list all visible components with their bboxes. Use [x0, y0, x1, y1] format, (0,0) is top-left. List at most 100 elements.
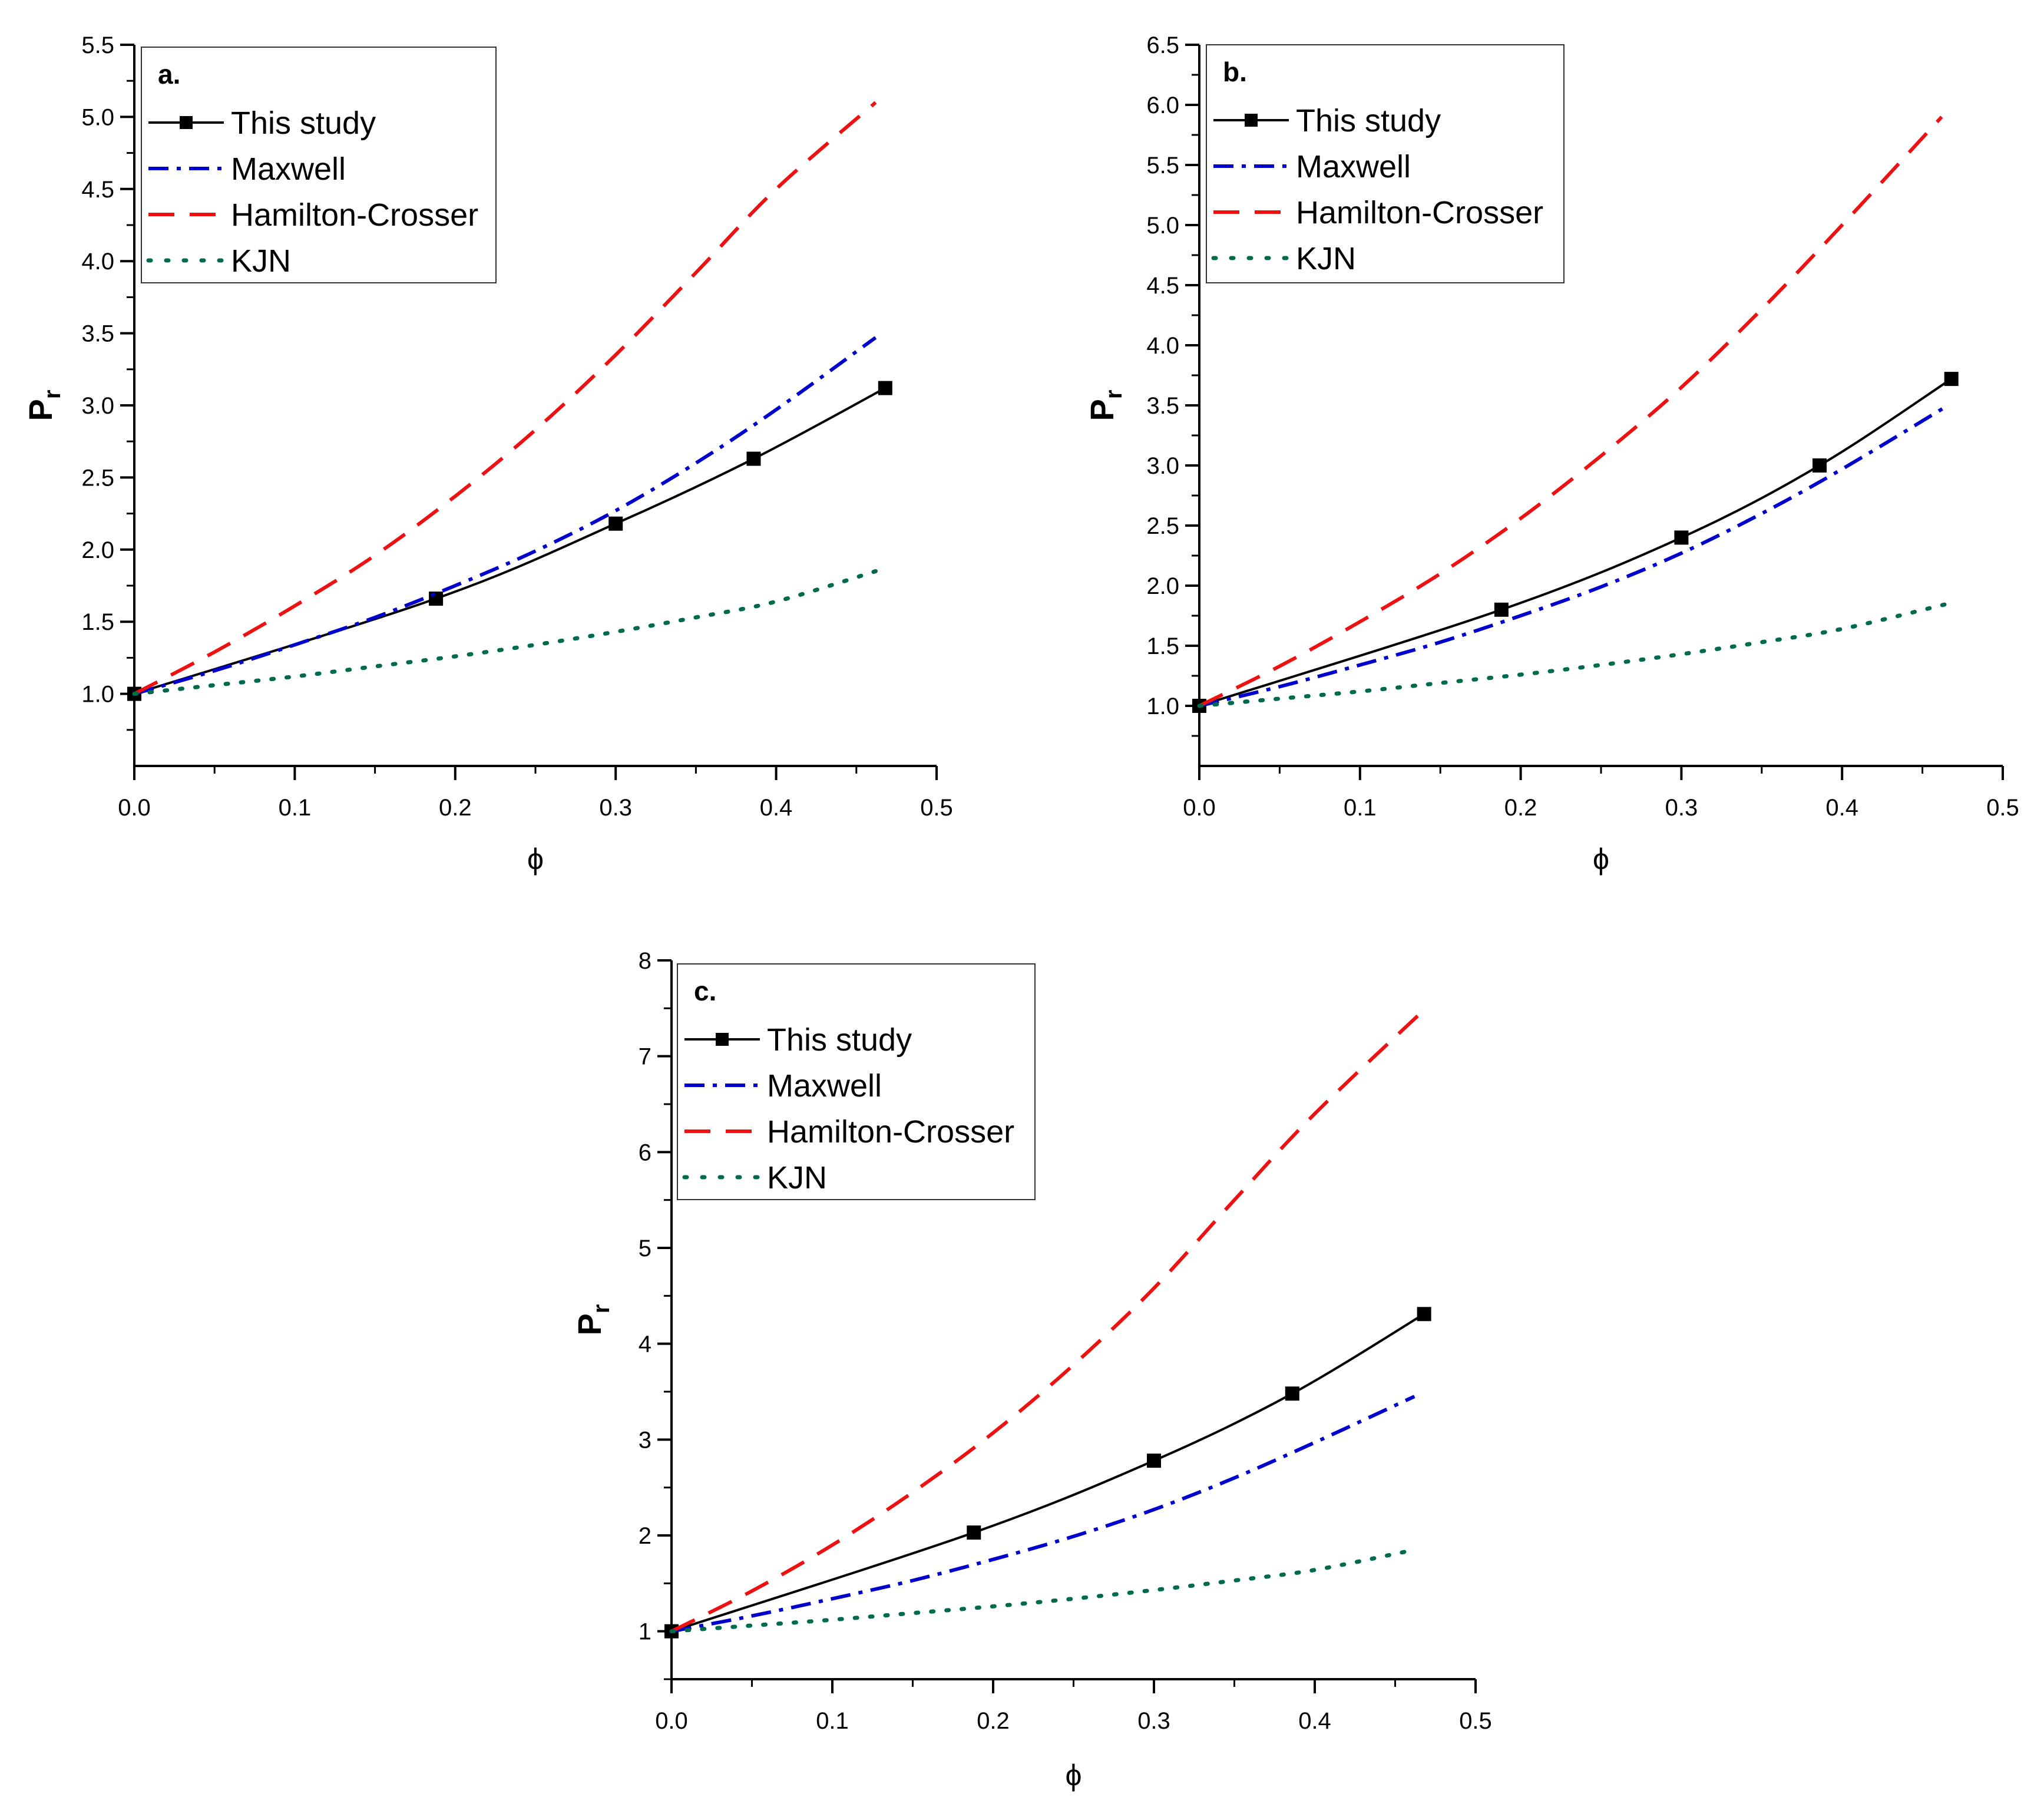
x-tick-label: 0.1 [816, 1708, 849, 1734]
legend-entry-label: Hamilton-Crosser [767, 1114, 1014, 1150]
legend-entry-label: Maxwell [231, 151, 346, 187]
chart-panel-a: 0.0 0.1 0.2 0.3 0.4 0.5 1.0 1.5 2.0 2.5 3.0 3.5 4.0 4… [22, 32, 953, 876]
y-tick-label: 7 [639, 1044, 651, 1070]
y-tick-label: 2 [639, 1523, 651, 1549]
series-line-kjn [669, 1547, 1417, 1634]
y-tick-label: 3.5 [81, 321, 114, 347]
x-tick-label: 0.3 [1665, 795, 1698, 821]
y-axis-title: Pr [571, 1304, 614, 1336]
y-tick-label: 6.0 [1146, 93, 1179, 118]
y-tick-label: 1 [639, 1619, 651, 1645]
y-tick-label: 5.5 [81, 32, 114, 58]
y-tick-label: 8 [639, 948, 651, 974]
legend-entry-label: Maxwell [767, 1068, 882, 1104]
y-tick-label: 3.0 [81, 393, 114, 419]
series-line-kjn [132, 569, 878, 696]
legend-entry-label: This study [767, 1022, 912, 1058]
x-tick-label: 0.0 [655, 1708, 688, 1734]
legend-entry-label: This study [1296, 103, 1441, 138]
y-tick-label: 1.5 [81, 609, 114, 635]
y-tick-label: 5.0 [1146, 213, 1179, 239]
series-line-this-study [1199, 378, 1952, 707]
data-point-marker [1417, 1307, 1431, 1322]
y-tick-label: 4 [639, 1332, 651, 1358]
x-tick-label: 0.2 [439, 795, 472, 821]
x-tick-label: 0.4 [1825, 795, 1858, 821]
x-axis-title: ϕ [527, 843, 544, 876]
legend-box [677, 963, 1036, 1200]
series-line-this-study [134, 387, 886, 695]
y-tick-label: 1.0 [81, 682, 114, 708]
series-line-kjn [1197, 602, 1950, 708]
y-tick-label: 3.5 [1146, 393, 1179, 419]
data-point-marker [608, 516, 623, 531]
x-tick-label: 0.0 [1183, 795, 1216, 821]
y-tick-label: 4.5 [81, 177, 114, 203]
y-axis-title-main: P [571, 1313, 608, 1335]
legend-marker [180, 116, 193, 129]
y-tick-label: 2.0 [81, 537, 114, 563]
y-axis-title-sub: r [39, 390, 65, 399]
y-tick-label: 2.5 [81, 465, 114, 491]
legend-marker [716, 1033, 729, 1046]
data-point-marker [1813, 458, 1827, 473]
y-tick-label: 4.5 [1146, 273, 1179, 299]
y-tick-label: 6.5 [1146, 32, 1179, 58]
legend-box [1206, 44, 1565, 283]
series-line-maxwell [134, 336, 877, 696]
series-line-maxwell [671, 1395, 1415, 1633]
data-point-marker [1944, 372, 1959, 387]
legend-entry-label: KJN [767, 1160, 827, 1195]
x-tick-label: 0.5 [920, 795, 953, 821]
x-tick-label: 0.2 [1504, 795, 1537, 821]
y-tick-label: 5.0 [81, 104, 114, 130]
x-tick-label: 0.5 [1986, 795, 2019, 821]
data-point-marker [967, 1525, 981, 1540]
legend: b. This study Maxwell Hamilton-Crosser KJN [1206, 44, 1565, 283]
y-tick-label: 6 [639, 1139, 651, 1165]
y-axis-title-sub: r [1101, 390, 1127, 399]
legend-entry-label: Hamilton-Crosser [231, 197, 478, 233]
legend-entry-label: Hamilton-Crosser [1296, 195, 1543, 230]
x-axis-title: ϕ [1065, 1759, 1081, 1792]
legend: c. This study Maxwell Hamilton-Crosser KJN [677, 963, 1036, 1200]
y-axis-title: Pr [1083, 390, 1127, 421]
legend-box [141, 47, 497, 283]
data-point-marker [878, 381, 892, 395]
x-tick-label: 0.4 [760, 795, 793, 821]
x-axis-title: ϕ [1593, 843, 1609, 876]
legend-entry-label: KJN [231, 243, 291, 279]
data-point-marker [746, 451, 761, 466]
x-tick-label: 0.3 [1137, 1708, 1170, 1734]
series-line-this-study [671, 1313, 1425, 1633]
x-tick-label: 0.1 [1344, 795, 1377, 821]
series-line-hamilton-crosser [1198, 115, 1943, 708]
y-tick-label: 2.0 [1146, 573, 1179, 599]
x-tick-label: 0.3 [599, 795, 632, 821]
y-axis-title-sub: r [588, 1304, 614, 1314]
legend-entry-label: KJN [1296, 241, 1356, 276]
series-line-hamilton-crosser [133, 101, 877, 696]
panel-label: a. [158, 59, 180, 90]
legend: a. This study Maxwell Hamilton-Crosser KJN [141, 47, 497, 283]
y-tick-label: 5 [639, 1236, 651, 1261]
y-tick-label: 3 [639, 1427, 651, 1453]
data-point-marker [1285, 1386, 1299, 1401]
y-tick-label: 3.0 [1146, 453, 1179, 479]
chart-panel-c: 0.0 0.1 0.2 0.3 0.4 0.5 1 2 3 4 5 6 7 8 ϕ Pr c. This stud… [571, 948, 1492, 1792]
data-point-marker [1674, 530, 1689, 545]
x-tick-label: 0.1 [279, 795, 312, 821]
x-tick-label: 0.5 [1459, 1708, 1492, 1734]
x-tick-label: 0.4 [1298, 1708, 1331, 1734]
y-tick-label: 4.0 [81, 249, 114, 275]
y-axis-title: Pr [22, 390, 65, 421]
x-tick-label: 0.0 [118, 795, 151, 821]
legend-entry-label: Maxwell [1296, 149, 1411, 184]
legend-marker [1245, 114, 1258, 127]
y-tick-label: 2.5 [1146, 513, 1179, 539]
data-point-marker [1147, 1454, 1161, 1468]
y-tick-label: 1.5 [1146, 633, 1179, 659]
y-axis-title-main: P [1083, 399, 1120, 421]
panel-label: b. [1223, 57, 1247, 87]
